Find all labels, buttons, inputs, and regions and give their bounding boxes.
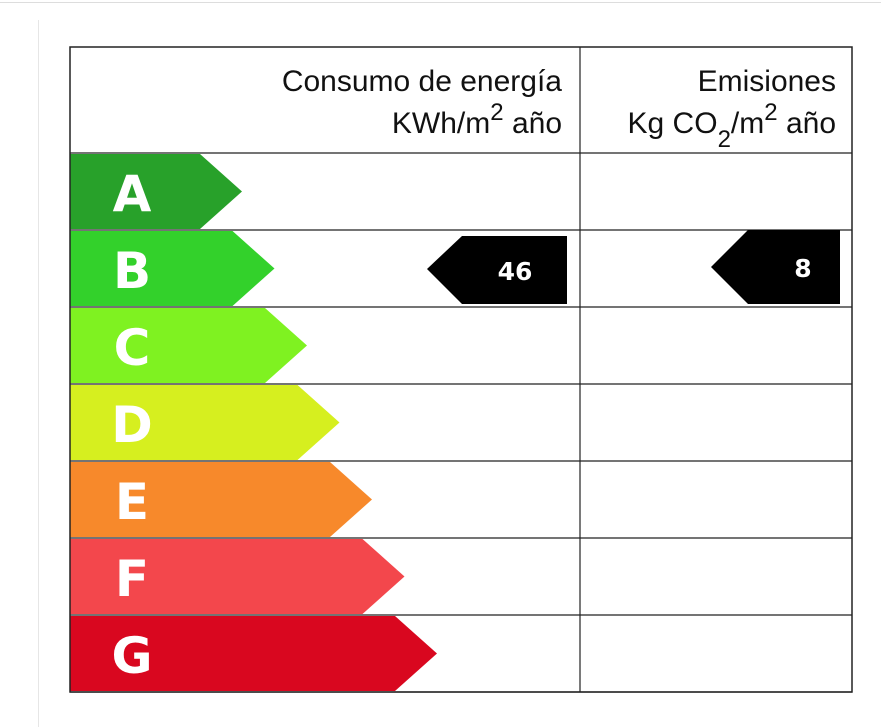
- rating-letter: B: [113, 242, 151, 300]
- table-border: [69, 46, 853, 693]
- rating-arrow: [70, 231, 275, 306]
- unit-text: KWh/m: [392, 107, 490, 140]
- rating-letter: G: [111, 627, 152, 685]
- unit: KWh/m2 año: [392, 99, 562, 141]
- rating-letter: F: [115, 550, 149, 608]
- consumption-title: Consumo de energía: [282, 65, 562, 98]
- emissions-value: 8: [794, 254, 811, 283]
- rating-arrow: [70, 385, 340, 460]
- unit-text: año: [778, 107, 836, 140]
- superscript: 2: [764, 99, 777, 126]
- unit-text: año: [504, 107, 562, 140]
- unit: Kg CO2/m2 año: [628, 99, 836, 153]
- subscript: 2: [718, 126, 731, 153]
- rating-letter: D: [111, 396, 153, 454]
- rating-arrow: [70, 616, 437, 691]
- emissions-title: Emisiones: [698, 65, 836, 98]
- unit-text: Kg CO: [628, 107, 718, 140]
- rating-letter: E: [115, 473, 149, 531]
- rating-arrow: [70, 462, 372, 537]
- superscript: 2: [490, 99, 503, 126]
- rating-letter: C: [114, 319, 151, 377]
- consumption-value: 46: [498, 257, 533, 286]
- unit-text: /m: [731, 107, 764, 140]
- rating-arrow: [70, 539, 405, 614]
- emissions-indicator: [711, 230, 840, 304]
- rating-letter: A: [113, 165, 152, 223]
- rating-arrow: [70, 308, 307, 383]
- rating-arrow: [70, 154, 242, 229]
- consumption-indicator: [427, 236, 567, 304]
